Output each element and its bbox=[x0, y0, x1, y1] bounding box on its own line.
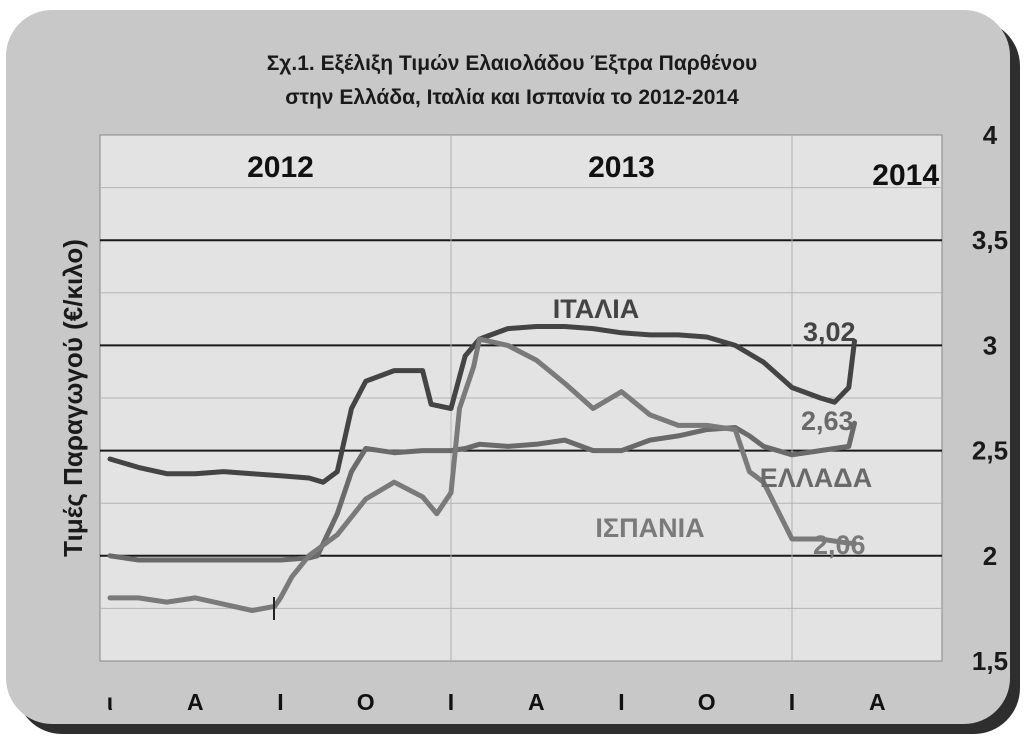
series-line-ΕΛΛΑΔΑ bbox=[107, 420, 857, 563]
series-label-italia: ΙΤΑΛΙΑ bbox=[553, 294, 640, 324]
value-label-ispania: 2,06 bbox=[813, 530, 866, 560]
series-lines bbox=[107, 324, 857, 613]
year-label: 2012 bbox=[247, 151, 314, 184]
y-tick-label: 1,5 bbox=[972, 646, 1008, 676]
x-tick-label: Ι bbox=[789, 689, 795, 715]
x-tick-label: Ι bbox=[618, 689, 624, 715]
x-tick-label: Ο bbox=[357, 689, 375, 715]
year-label: 2014 bbox=[872, 159, 939, 192]
value-label-italia: 3,02 bbox=[803, 317, 856, 347]
chart-title-line-2: στην Ελλάδα, Ιταλία και Ισπανία το 2012-… bbox=[285, 86, 739, 109]
x-tick-label: Ο bbox=[698, 689, 716, 715]
year-dividers bbox=[450, 135, 793, 661]
x-tick-label: ι bbox=[107, 689, 113, 715]
y-tick-label: 2,5 bbox=[972, 436, 1008, 466]
series-label-ellada: ΕΛΛΑΔΑ bbox=[760, 463, 872, 493]
chart-title-line-1: Σχ.1. Εξέλιξη Τιμών Ελαιολάδου Έξτρα Παρ… bbox=[267, 52, 758, 75]
year-label: 2013 bbox=[588, 151, 655, 184]
y-tick-label: 3 bbox=[983, 330, 997, 360]
x-tick-label: Ι bbox=[277, 689, 283, 715]
series-line-ΙΤΑΛΙΑ bbox=[107, 324, 857, 485]
x-tick-label: Ι bbox=[448, 689, 454, 715]
y-tick-label: 4 bbox=[983, 120, 998, 150]
year-labels: 2012 2013 2014 bbox=[247, 151, 939, 192]
x-tick-label: Α bbox=[187, 689, 204, 715]
x-tick-label: Α bbox=[528, 689, 545, 715]
x-tick-label: Α bbox=[869, 689, 886, 715]
y-axis-label: Τιμές Παραγωγού (€/κιλο) bbox=[58, 239, 88, 557]
grid bbox=[100, 187, 942, 609]
y-tick-label: 3,5 bbox=[972, 225, 1008, 255]
value-label-ellada: 2,63 bbox=[801, 406, 854, 436]
y-tick-label: 2 bbox=[983, 541, 997, 571]
y-tick-labels: 1,5 2 2,5 3 3,5 4 bbox=[972, 120, 1008, 676]
series-label-ispania: ΙΣΠΑΝΙΑ bbox=[595, 513, 704, 543]
series-line-ΙΣΠΑΝΙΑ bbox=[107, 336, 857, 613]
